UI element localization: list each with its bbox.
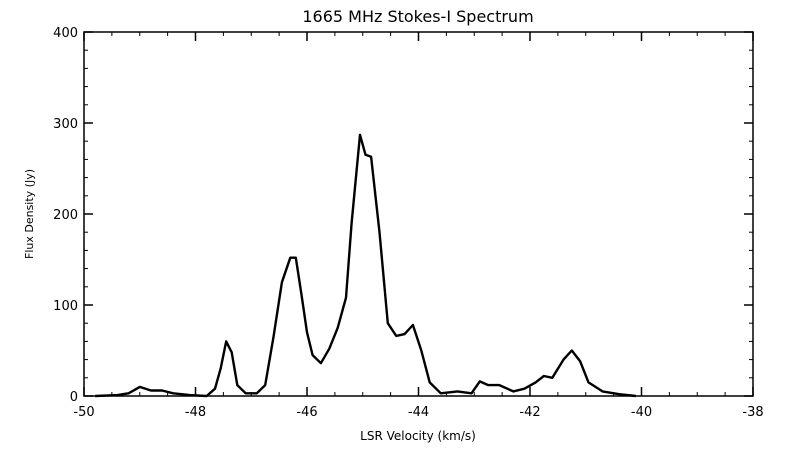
y-tick-label: 300 xyxy=(53,117,78,132)
x-tick-label: -50 xyxy=(73,405,94,420)
x-tick-label: -40 xyxy=(631,405,652,420)
x-tick-label: -46 xyxy=(296,405,317,420)
y-axis-label: Flux Density (Jy) xyxy=(23,169,36,259)
x-axis-label: LSR Velocity (km/s) xyxy=(360,429,476,443)
chart-title: 1665 MHz Stokes-I Spectrum xyxy=(302,7,533,26)
x-tick-label: -48 xyxy=(185,405,206,420)
y-tick-label: 200 xyxy=(53,208,78,223)
y-tick-label: 0 xyxy=(70,390,78,405)
x-tick-label: -38 xyxy=(742,405,763,420)
spectrum-line xyxy=(95,133,637,398)
y-tick-label: 100 xyxy=(53,299,78,314)
x-tick-label: -42 xyxy=(519,405,540,420)
y-tick-label: 400 xyxy=(53,26,78,41)
axes: -50 -48 -46 -44 -42 -40 -38 0 100 200 300 400 xyxy=(53,26,763,420)
x-tick-label: -44 xyxy=(408,405,429,420)
